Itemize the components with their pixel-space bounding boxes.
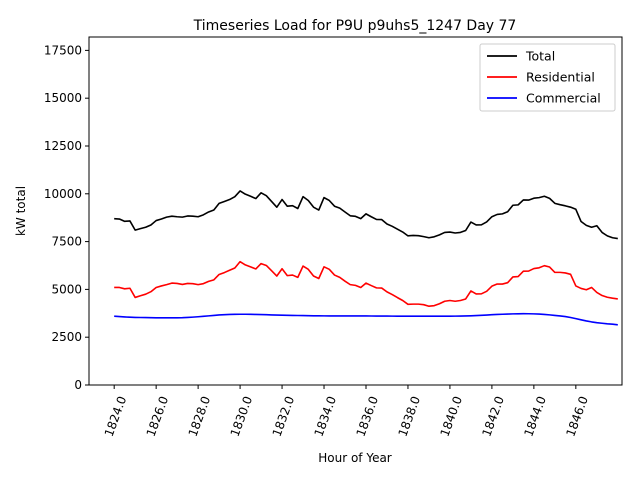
series-line-total [114,190,618,240]
legend-label-total: Total [525,49,555,64]
plot-lines [114,190,618,326]
y-axis-ticks: 0 2500 5000 7500 10000 12500 15000 17500 [44,43,89,392]
legend-box [479,43,616,112]
legend-label-commercial: Commercial [526,91,601,106]
y-tick-label: 0 [74,378,82,392]
x-axis-label: Hour of Year [318,451,392,465]
y-tick-label: 5000 [51,282,82,296]
y-tick-label: 17500 [44,43,82,57]
y-tick-label: 2500 [51,330,82,344]
plot-area-frame [88,36,623,386]
y-axis-label: kW total [14,186,28,236]
y-tick-label: 10000 [44,187,82,201]
legend-label-residential: Residential [526,70,595,85]
y-tick-label: 7500 [51,235,82,249]
series-line-residential [114,260,618,308]
y-tick-label: 12500 [44,139,82,153]
series-line-commercial [114,312,618,326]
y-tick-label: 15000 [44,91,82,105]
chart-title: Timeseries Load for P9U p9uhs5_1247 Day … [193,18,517,34]
legend: Total Residential Commercial [479,43,616,112]
